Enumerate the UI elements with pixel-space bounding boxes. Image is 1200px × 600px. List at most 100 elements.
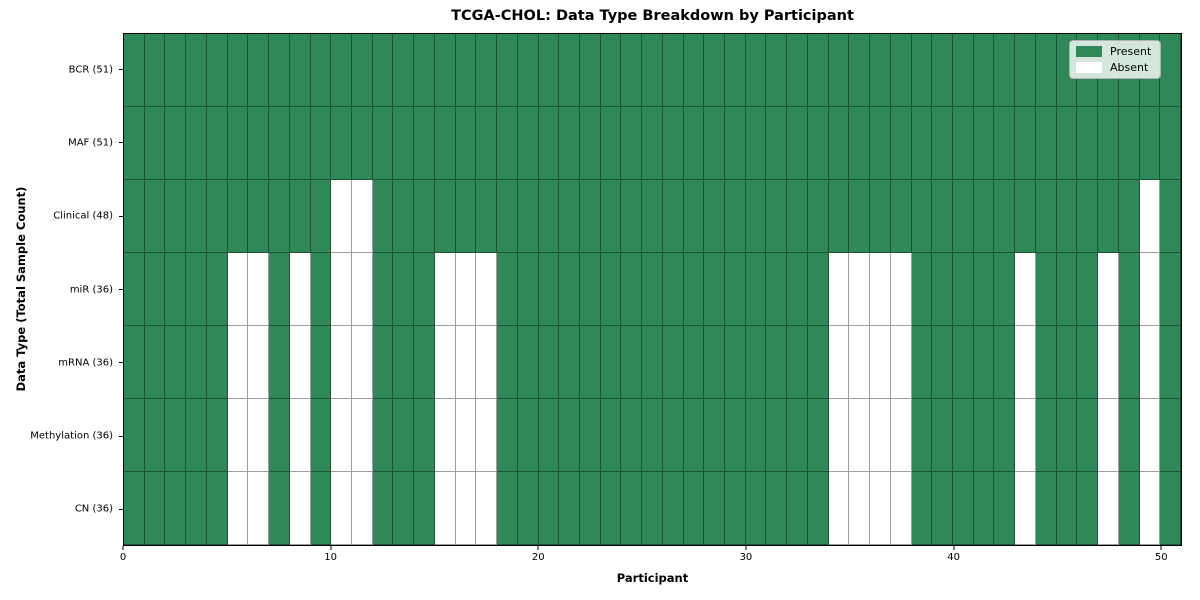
matrix-cell-present: [186, 34, 207, 107]
matrix-cell-absent: [331, 180, 352, 253]
absent-swatch-icon: [1076, 62, 1102, 73]
matrix-cell-present: [1035, 326, 1057, 399]
x-tick-mark: [122, 546, 124, 550]
matrix-cell-present: [497, 107, 518, 180]
matrix-cell-present: [621, 180, 643, 253]
matrix-cell-absent: [351, 472, 373, 545]
matrix-cell-present: [807, 34, 829, 107]
matrix-cell-present: [434, 107, 456, 180]
matrix-cell-present: [310, 180, 332, 253]
matrix-cell-present: [124, 399, 145, 472]
matrix-cell-present: [807, 107, 829, 180]
matrix-cell-absent: [248, 399, 270, 472]
matrix-cell-present: [932, 399, 954, 472]
matrix-cell-present: [1056, 399, 1078, 472]
matrix-cell-present: [559, 107, 580, 180]
matrix-cell-absent: [455, 253, 477, 326]
y-tick-label: Methylation (36): [30, 430, 113, 442]
matrix-cell-present: [538, 34, 560, 107]
matrix-cell-present: [1056, 253, 1078, 326]
matrix-cell-present: [1015, 107, 1036, 180]
matrix-cell-present: [766, 326, 788, 399]
x-tick-label: 20: [531, 552, 545, 563]
matrix-cell-present: [704, 472, 726, 545]
legend-item-present: Present: [1076, 46, 1151, 57]
matrix-cell-present: [725, 180, 746, 253]
matrix-cell-present: [662, 326, 684, 399]
matrix-cell-absent: [476, 326, 498, 399]
matrix-cell-absent: [455, 472, 477, 545]
matrix-cell-present: [579, 180, 601, 253]
x-axis: 0 10 20 30 40 50: [120, 546, 1182, 572]
matrix-cell-absent: [849, 399, 871, 472]
matrix-cell-present: [1035, 253, 1057, 326]
matrix-cell-present: [289, 180, 311, 253]
matrix-cell-present: [1118, 472, 1140, 545]
matrix-cell-absent: [331, 399, 352, 472]
matrix-cell-present: [579, 399, 601, 472]
matrix-cell-present: [828, 34, 850, 107]
matrix-cell-present: [165, 326, 187, 399]
matrix-cell-absent: [434, 472, 456, 545]
matrix-cell-present: [559, 326, 580, 399]
matrix-cell-present: [1056, 180, 1078, 253]
matrix-cell-present: [683, 326, 705, 399]
matrix-cell-absent: [1139, 253, 1161, 326]
matrix-cell-absent: [289, 326, 311, 399]
matrix-cell-absent: [828, 326, 850, 399]
matrix-cell-absent: [476, 472, 498, 545]
matrix-cell-present: [621, 326, 643, 399]
matrix-cell-present: [1077, 107, 1099, 180]
matrix-cell-present: [600, 326, 622, 399]
matrix-cell-present: [206, 34, 228, 107]
matrix-cell-present: [911, 399, 933, 472]
matrix-cell-absent: [870, 399, 891, 472]
matrix-cell-present: [662, 34, 684, 107]
matrix-cell-present: [269, 107, 290, 180]
matrix-cell-present: [579, 253, 601, 326]
x-tick-mark: [1160, 546, 1162, 550]
matrix-cell-present: [725, 326, 746, 399]
matrix-cell-present: [1118, 180, 1140, 253]
matrix-cell-absent: [331, 472, 352, 545]
matrix-cell-absent: [828, 399, 850, 472]
matrix-cell-present: [206, 180, 228, 253]
matrix-cell-absent: [351, 180, 373, 253]
matrix-cell-absent: [455, 399, 477, 472]
matrix-cell-present: [932, 326, 954, 399]
matrix-cell-present: [124, 107, 145, 180]
matrix-cell-present: [414, 472, 435, 545]
matrix-cell-present: [351, 107, 373, 180]
matrix-cell-present: [414, 107, 435, 180]
matrix-cell-present: [621, 253, 643, 326]
matrix-cell-present: [1056, 472, 1078, 545]
matrix-cell-present: [455, 180, 477, 253]
matrix-cell-present: [538, 180, 560, 253]
presence-matrix: [124, 34, 1181, 545]
matrix-cell-present: [600, 107, 622, 180]
matrix-cell-present: [414, 180, 435, 253]
matrix-cell-present: [1160, 34, 1181, 107]
matrix-cell-absent: [1015, 326, 1036, 399]
matrix-cell-present: [124, 326, 145, 399]
x-tick-mark: [330, 546, 332, 550]
matrix-cell-present: [828, 107, 850, 180]
y-axis: BCR (51) MAF (51) Clinical (48) miR (36) mRN…: [0, 33, 123, 546]
matrix-cell-present: [310, 472, 332, 545]
matrix-cell-present: [393, 326, 415, 399]
matrix-cell-present: [745, 399, 767, 472]
matrix-cell-present: [248, 107, 270, 180]
matrix-cell-present: [932, 180, 954, 253]
matrix-cell-present: [911, 34, 933, 107]
matrix-cell-present: [393, 34, 415, 107]
matrix-cell-absent: [434, 399, 456, 472]
matrix-cell-absent: [849, 253, 871, 326]
matrix-cell-present: [1056, 326, 1078, 399]
matrix-cell-present: [932, 253, 954, 326]
matrix-cell-present: [414, 34, 435, 107]
matrix-cell-present: [953, 107, 974, 180]
matrix-cell-present: [828, 180, 850, 253]
matrix-cell-present: [600, 472, 622, 545]
matrix-cell-present: [642, 326, 663, 399]
